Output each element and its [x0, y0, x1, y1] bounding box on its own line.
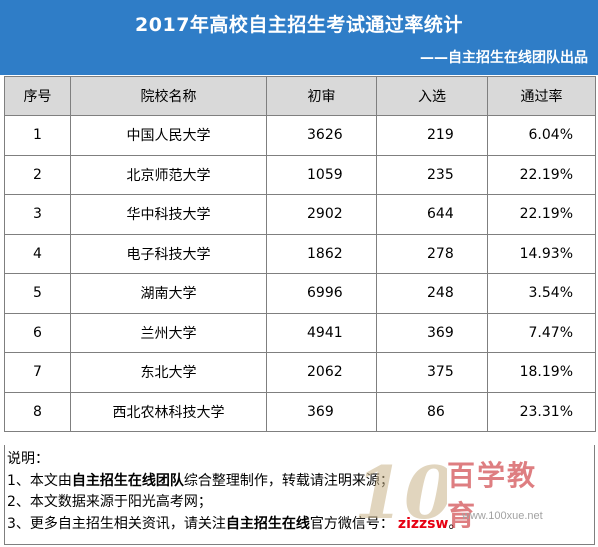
table-row: 2 北京师范大学 1059 235 22.19%: [4, 154, 596, 195]
table-row: 4 电子科技大学 1862 278 14.93%: [4, 233, 596, 274]
table-row: 8 西北农林科技大学 369 86 23.31%: [4, 391, 596, 432]
note-text: 官方微信号：: [309, 515, 394, 532]
note-text: 综合整理制作，转载请注明来源；: [183, 472, 394, 489]
cell-number: 4: [4, 233, 71, 274]
notes-section: 说明： 1、本文由自主招生在线团队综合整理制作，转载请注明来源； 2、本文数据来…: [4, 445, 595, 545]
table-row: 7 东北大学 2062 375 18.19%: [4, 352, 596, 393]
cell-rate: 6.04%: [487, 115, 596, 156]
cell-school: 华中科技大学: [70, 194, 267, 235]
note-text: 。: [448, 515, 463, 532]
wechat-id: zizzsw: [397, 515, 449, 532]
cell-number: 5: [4, 273, 71, 314]
cell-rate: 22.19%: [487, 154, 596, 195]
stats-table: 序号 院校名称 初审 入选 通过率 1 中国人民大学 3626 219 6.04…: [4, 76, 596, 432]
note-team-name: 自主招生在线团队: [71, 472, 184, 489]
cell-initial: 4941: [266, 312, 377, 353]
column-header-rate: 通过率: [487, 76, 596, 116]
table-row: 5 湖南大学 6996 248 3.54%: [4, 273, 596, 314]
note-account-name: 自主招生在线: [225, 515, 310, 532]
cell-admitted: 278: [376, 233, 488, 274]
page-subtitle: ——自主招生在线团队出品: [420, 50, 588, 66]
cell-rate: 18.19%: [487, 352, 596, 393]
note-line-1: 1、本文由自主招生在线团队综合整理制作，转载请注明来源；: [7, 471, 594, 493]
cell-rate: 14.93%: [487, 233, 596, 274]
cell-admitted: 375: [376, 352, 488, 393]
note-text: 3、更多自主招生相关资讯，请关注: [7, 515, 226, 532]
cell-initial: 369: [266, 391, 377, 432]
cell-admitted: 644: [376, 194, 488, 235]
cell-rate: 3.54%: [487, 273, 596, 314]
cell-initial: 2062: [266, 352, 377, 393]
cell-number: 6: [4, 312, 71, 353]
note-text: 1、本文由: [7, 472, 72, 489]
table-row: 1 中国人民大学 3626 219 6.04%: [4, 115, 596, 156]
cell-school: 电子科技大学: [70, 233, 267, 274]
column-header-initial: 初审: [266, 76, 377, 116]
cell-number: 2: [4, 154, 71, 195]
cell-initial: 6996: [266, 273, 377, 314]
cell-school: 东北大学: [70, 352, 267, 393]
column-header-school: 院校名称: [70, 76, 267, 116]
note-line-3: 3、更多自主招生相关资讯，请关注自主招生在线官方微信号： zizzsw。: [7, 514, 594, 536]
cell-school: 兰州大学: [70, 312, 267, 353]
cell-initial: 1862: [266, 233, 377, 274]
cell-school: 湖南大学: [70, 273, 267, 314]
note-line-2: 2、本文数据来源于阳光高考网；: [7, 494, 212, 510]
column-header-admitted: 入选: [376, 76, 488, 116]
title-banner: 2017年高校自主招生考试通过率统计 ——自主招生在线团队出品: [0, 0, 598, 75]
notes-heading: 说明：: [7, 451, 49, 467]
cell-number: 7: [4, 352, 71, 393]
cell-admitted: 369: [376, 312, 488, 353]
cell-rate: 7.47%: [487, 312, 596, 353]
cell-school: 西北农林科技大学: [70, 391, 267, 432]
cell-rate: 22.19%: [487, 194, 596, 235]
table-header-row: 序号 院校名称 初审 入选 通过率: [4, 76, 596, 116]
table-row: 6 兰州大学 4941 369 7.47%: [4, 312, 596, 353]
cell-number: 3: [4, 194, 71, 235]
column-header-number: 序号: [4, 76, 71, 116]
page-title: 2017年高校自主招生考试通过率统计: [135, 14, 463, 36]
cell-number: 1: [4, 115, 71, 156]
table-row: 3 华中科技大学 2902 644 22.19%: [4, 194, 596, 235]
cell-initial: 2902: [266, 194, 377, 235]
cell-admitted: 248: [376, 273, 488, 314]
cell-school: 中国人民大学: [70, 115, 267, 156]
cell-initial: 3626: [266, 115, 377, 156]
cell-initial: 1059: [266, 154, 377, 195]
cell-school: 北京师范大学: [70, 154, 267, 195]
cell-admitted: 219: [376, 115, 488, 156]
cell-admitted: 86: [376, 391, 488, 432]
cell-admitted: 235: [376, 154, 488, 195]
cell-number: 8: [4, 391, 71, 432]
cell-rate: 23.31%: [487, 391, 596, 432]
